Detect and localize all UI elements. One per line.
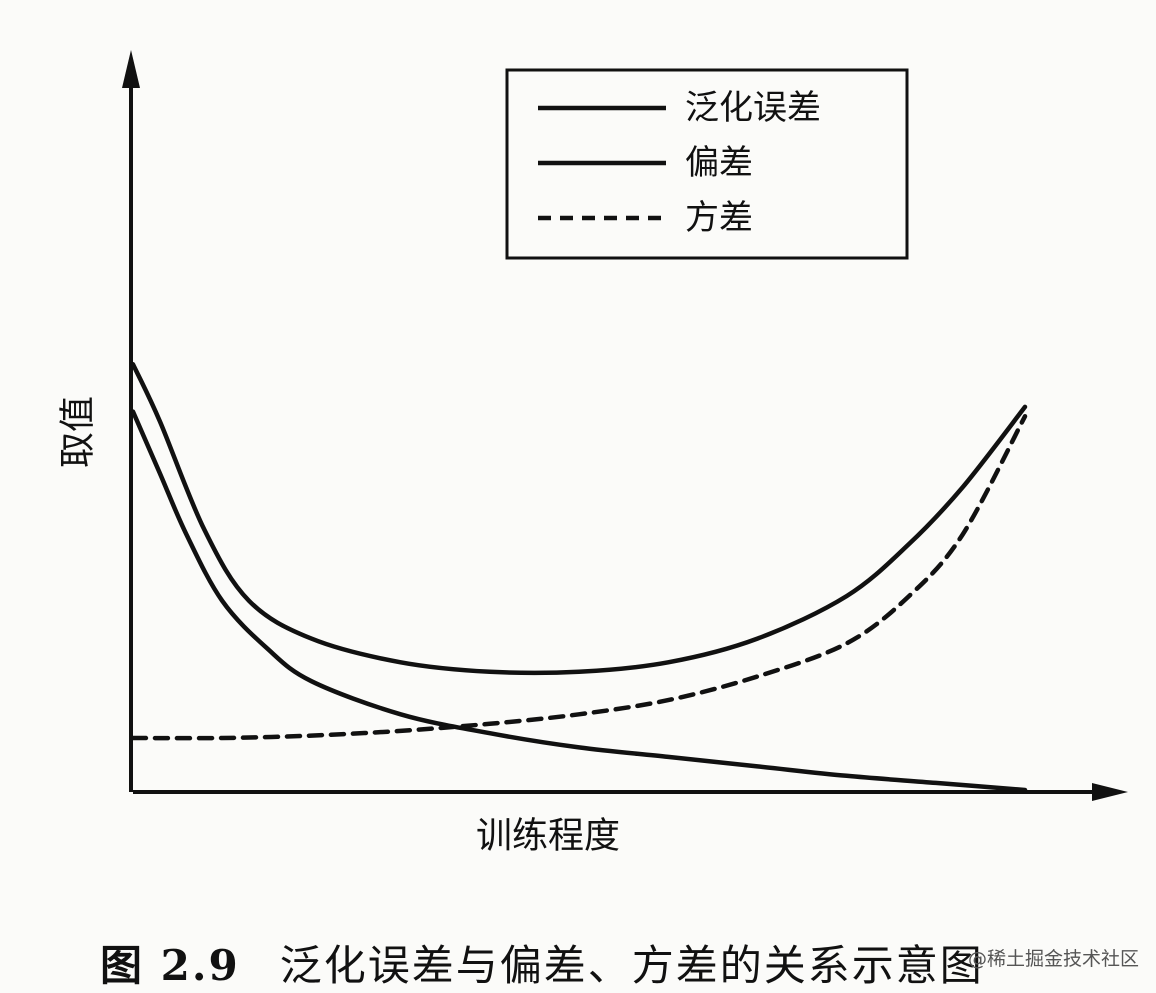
series-line-generalization-error [130,362,1028,676]
chart-curves [130,362,1028,793]
caption-text: 泛化误差与偏差、方差的关系示意图 [279,941,984,990]
series-line-variance [130,414,1028,741]
legend-label-generalization-error: 泛化误差 [685,88,821,128]
series-line-bias [130,409,1028,793]
watermark: @稀土掘金技术社区 [968,948,1140,970]
figure-caption: 图 2.9 泛化误差与偏差、方差的关系示意图 [100,932,984,993]
chart-axes [122,50,1128,801]
y-axis-arrow [122,50,140,88]
legend-box [505,68,909,260]
caption-number: 图 2.9 [100,941,240,990]
x-axis-arrow [1092,783,1128,801]
legend-label-bias: 偏差 [685,143,753,183]
y-axis-label: 取值 [58,396,99,468]
legend-label-variance: 方差 [685,198,753,238]
x-axis-label: 训练程度 [476,816,620,857]
